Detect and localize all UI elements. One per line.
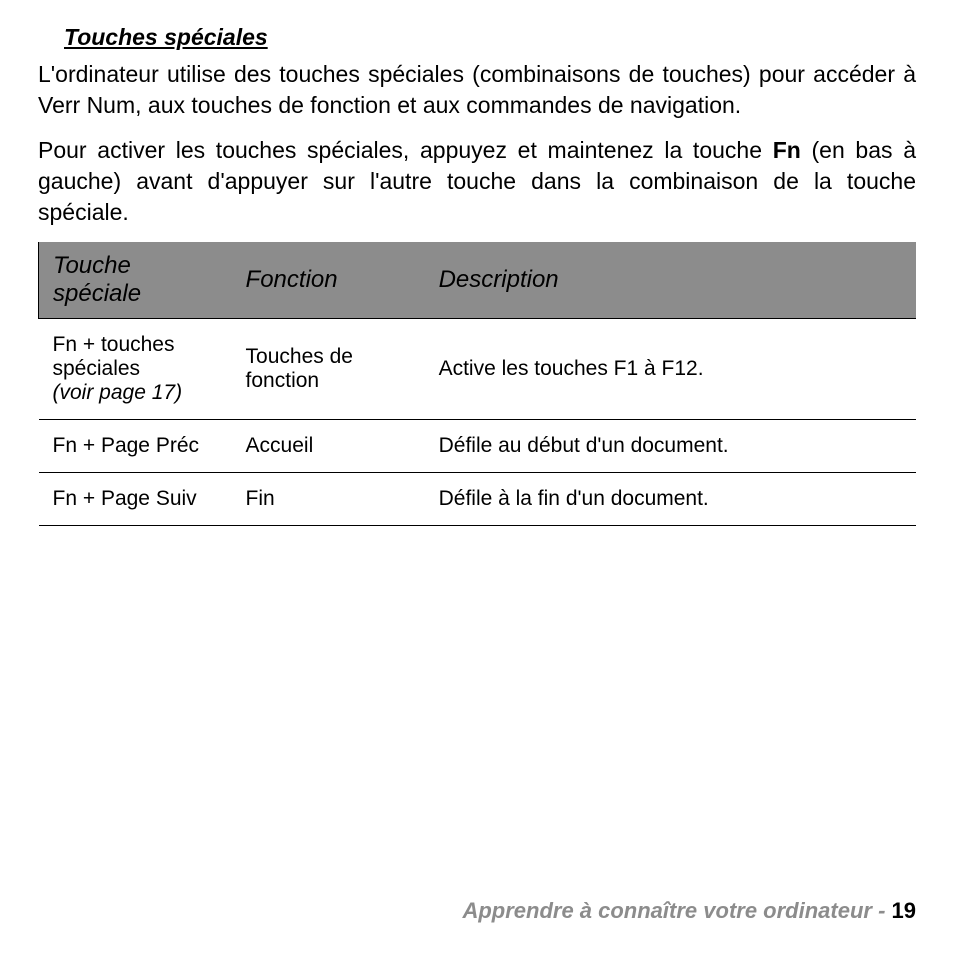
shortcut-main: Fn + touches spéciales (53, 333, 175, 380)
paragraph-text: Pour activer les touches spéciales, appu… (38, 137, 773, 163)
cell-description: Active les touches F1 à F12. (425, 319, 916, 420)
table-header-shortcut: Touche spéciale (39, 242, 232, 319)
cell-function: Touches de fonction (232, 319, 425, 420)
table-header-description: Description (425, 242, 916, 319)
cell-description: Défile au début d'un document. (425, 420, 916, 473)
header-text: Touche (53, 252, 131, 279)
shortcut-note: (voir page 17) (53, 381, 183, 404)
footer-page-number: 19 (892, 898, 916, 923)
cell-function: Fin (232, 473, 425, 526)
footer-section-title: Apprendre à connaître votre ordinateur - (462, 898, 891, 923)
cell-shortcut: Fn + Page Suiv (39, 473, 232, 526)
table-row: Fn + Page Suiv Fin Défile à la fin d'un … (39, 473, 917, 526)
cell-function: Accueil (232, 420, 425, 473)
intro-paragraph-2: Pour activer les touches spéciales, appu… (38, 135, 916, 228)
table-row: Fn + touches spéciales (voir page 17) To… (39, 319, 917, 420)
cell-shortcut: Fn + Page Préc (39, 420, 232, 473)
cell-shortcut: Fn + touches spéciales (voir page 17) (39, 319, 232, 420)
header-text: spéciale (53, 280, 141, 307)
table-row: Fn + Page Préc Accueil Défile au début d… (39, 420, 917, 473)
intro-paragraph-1: L'ordinateur utilise des touches spécial… (38, 59, 916, 121)
document-page: Touches spéciales L'ordinateur utilise d… (0, 0, 954, 954)
page-footer: Apprendre à connaître votre ordinateur -… (462, 898, 916, 924)
section-heading: Touches spéciales (64, 24, 916, 51)
table-header-row: Touche spéciale Fonction Description (39, 242, 917, 319)
cell-description: Défile à la fin d'un document. (425, 473, 916, 526)
fn-key-bold: Fn (773, 137, 801, 163)
table-header-function: Fonction (232, 242, 425, 319)
shortcuts-table: Touche spéciale Fonction Description Fn … (38, 242, 916, 526)
